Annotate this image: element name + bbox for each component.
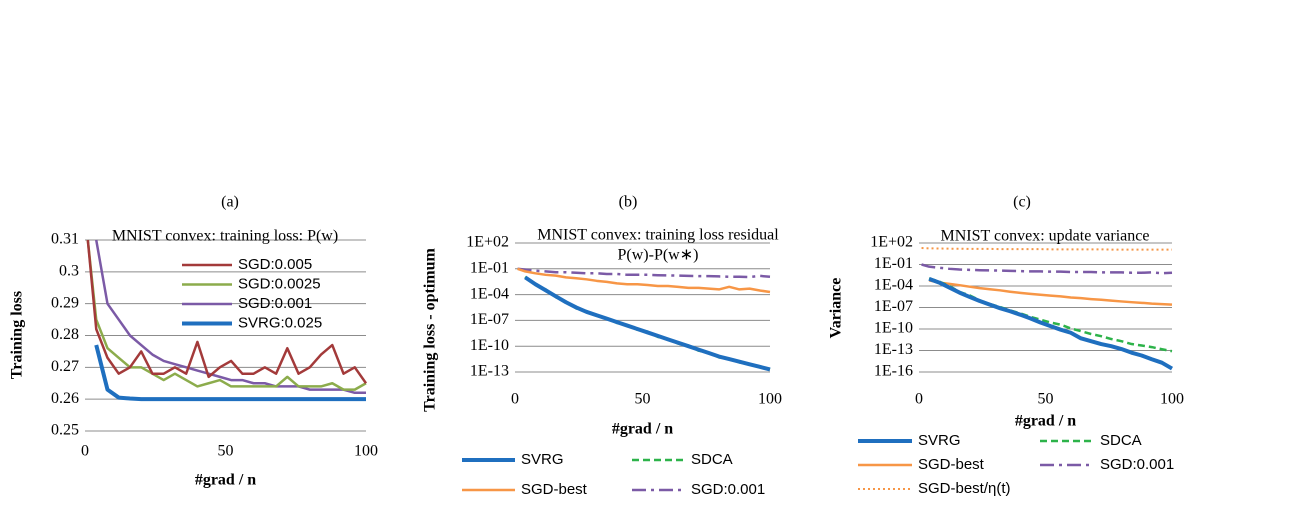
y-tick-label: 0.28	[51, 326, 79, 343]
series-group	[86, 239, 368, 402]
series-group	[517, 267, 771, 372]
x-axis-label: #grad / n	[612, 421, 673, 438]
legend-label: SGD-best	[918, 456, 985, 473]
x-tick-label: 0	[81, 443, 89, 460]
chart-subtitle: P(w)-P(w∗)	[618, 247, 699, 264]
legend-label: SDCA	[1100, 432, 1142, 449]
y-axis-label: Training loss	[9, 291, 26, 379]
series-group	[921, 247, 1174, 371]
x-tick-label: 50	[1038, 391, 1054, 408]
legend-label: SGD:0.001	[238, 295, 312, 312]
y-tick-label: 1E-04	[874, 277, 913, 294]
subplot: (b) 1E+02 1E-01 1E-04 1E-07 1E-10 1E-130 50 100 #…	[422, 194, 782, 498]
series-line	[517, 267, 771, 279]
chart-title: MNIST convex: training loss: P(w)	[112, 228, 338, 245]
series-line	[928, 277, 1173, 353]
subplot: (c) 1E+02 1E-01 1E-04 1E-07 1E-10 1E-13 1E-160 5…	[828, 194, 1184, 497]
x-tick-label: 50	[635, 391, 651, 408]
x-tick-label: 100	[354, 443, 378, 460]
x-tick-label: 100	[758, 391, 782, 408]
x-tick-label: 100	[1160, 391, 1184, 408]
subplot-label: (b)	[619, 194, 638, 211]
series-line	[95, 239, 366, 395]
chart-title: MNIST convex: training loss residual	[537, 227, 779, 244]
legend-label: SGD-best/η(t)	[918, 480, 1011, 497]
series-line	[524, 275, 771, 372]
y-tick-label: 0.29	[51, 294, 79, 311]
legend-label: SGD:0.001	[1100, 456, 1174, 473]
subplot: (a) 0.25 0.26 0.27 0.28 0.29 0.3 0.31 0 50 100 #gra…	[9, 194, 378, 489]
x-tick-label: 50	[218, 443, 234, 460]
series-line	[921, 247, 1172, 251]
legend-label: SVRG	[918, 432, 961, 449]
legend: SVRG SDCA SGD-best SGD:0.001	[462, 451, 765, 498]
y-tick-label: 0.25	[51, 422, 79, 439]
x-tick-label: 0	[511, 391, 519, 408]
legend-label: SVRG:0.025	[238, 314, 322, 331]
legend: SVRG SDCA SGD-best SGD:0.001 SGD-best/η(t)	[858, 432, 1174, 497]
legend: SGD:0.005 SGD:0.0025 SGD:0.001 SVRG:0.025	[182, 256, 322, 331]
y-tick-label: 0.27	[51, 358, 79, 375]
legend-label: SGD-best	[521, 481, 588, 498]
y-tick-label: 1E+02	[870, 234, 913, 251]
y-tick-label: 0.31	[51, 231, 79, 248]
subplot-label: (c)	[1013, 194, 1031, 211]
y-tick-label: 0.26	[51, 390, 79, 407]
y-tick-label: 1E-01	[470, 259, 509, 276]
legend-label: SGD:0.0025	[238, 275, 321, 292]
y-tick-label: 1E-13	[874, 341, 913, 358]
y-tick-label: 1E-07	[874, 298, 913, 315]
series-line	[517, 267, 771, 294]
y-tick-label: 1E-01	[874, 255, 913, 272]
subplot-label: (a)	[221, 194, 239, 211]
series-line	[86, 239, 368, 384]
x-tick-label: 0	[915, 391, 923, 408]
y-tick-label: 1E-07	[470, 311, 509, 328]
y-tick-label: 1E+02	[466, 234, 509, 251]
legend-label: SDCA	[691, 451, 733, 468]
legend-label: SVRG	[521, 451, 564, 468]
y-tick-label: 1E-04	[470, 285, 509, 302]
series-line	[928, 279, 1173, 306]
series-line	[524, 275, 771, 371]
series-line	[94, 344, 366, 402]
x-axis-label: #grad / n	[195, 472, 256, 489]
series-line	[928, 276, 1174, 371]
y-tick-label: 0.3	[59, 263, 79, 280]
y-tick-label: 1E-13	[470, 363, 509, 380]
y-axis-label: Training loss - optimum	[422, 247, 439, 411]
y-tick-label: 1E-16	[874, 363, 913, 380]
y-tick-label: 1E-10	[470, 337, 509, 354]
y-axis-label: Variance	[828, 278, 845, 339]
y-tick-label: 1E-10	[874, 320, 913, 337]
x-axis-label: #grad / n	[1015, 413, 1076, 430]
chart-title: MNIST convex: update variance	[941, 228, 1150, 245]
series-line	[86, 239, 367, 391]
series-line	[921, 263, 1173, 275]
legend-label: SGD:0.005	[238, 256, 312, 273]
legend-label: SGD:0.001	[691, 481, 765, 498]
